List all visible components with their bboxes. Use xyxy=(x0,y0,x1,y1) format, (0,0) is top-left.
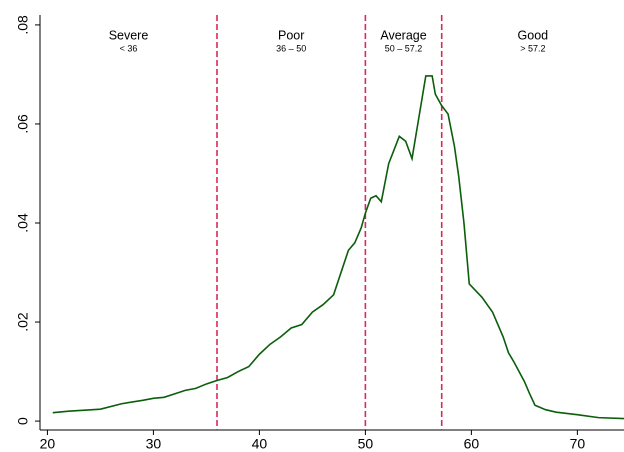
region-name: Good xyxy=(518,28,549,42)
y-tick-label: .06 xyxy=(15,114,31,134)
x-tick-label: 50 xyxy=(358,436,374,452)
x-tick-label: 20 xyxy=(40,436,56,452)
region-range: 36 – 50 xyxy=(276,43,306,53)
x-tick-label: 30 xyxy=(146,436,162,452)
x-tick-label: 40 xyxy=(252,436,268,452)
region-range: 50 – 57.2 xyxy=(385,43,423,53)
y-tick-label: .02 xyxy=(15,312,31,332)
density-line xyxy=(52,75,624,420)
region-name: Average xyxy=(380,28,426,42)
x-tick-label: 70 xyxy=(570,436,586,452)
region-name: Poor xyxy=(278,28,304,42)
region-range: < 36 xyxy=(120,43,138,53)
y-tick-label: .04 xyxy=(15,213,31,233)
y-tick-label: .08 xyxy=(15,15,31,35)
region-name: Severe xyxy=(109,28,149,42)
y-tick-label: 0 xyxy=(15,417,31,425)
x-tick-label: 60 xyxy=(464,436,480,452)
region-range: > 57.2 xyxy=(520,43,545,53)
